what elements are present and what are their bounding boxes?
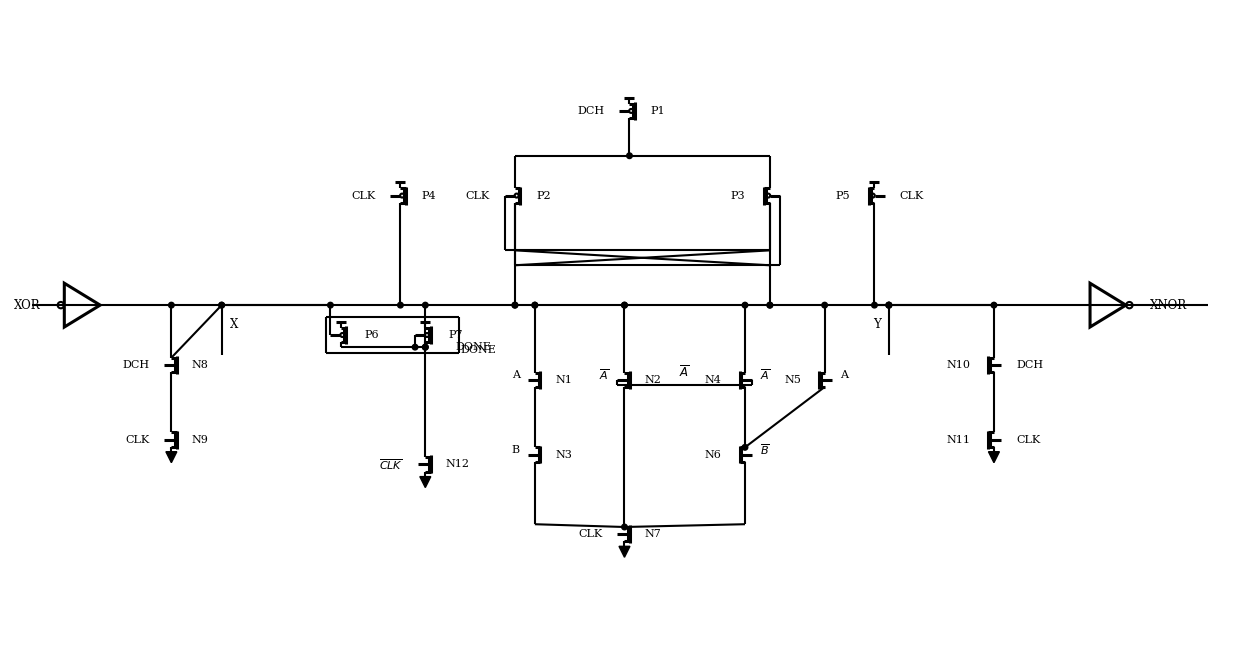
Text: A: A	[839, 370, 848, 380]
Text: CLK: CLK	[900, 190, 924, 200]
Circle shape	[887, 302, 892, 308]
Circle shape	[532, 302, 538, 308]
Circle shape	[423, 344, 428, 350]
Text: P6: P6	[365, 330, 378, 340]
Polygon shape	[619, 546, 630, 557]
Circle shape	[887, 302, 892, 308]
Polygon shape	[988, 452, 999, 463]
Circle shape	[822, 302, 827, 308]
Polygon shape	[166, 452, 177, 463]
Circle shape	[169, 302, 174, 308]
Text: DONE: DONE	[455, 342, 491, 352]
Text: $\overline{CLK}$: $\overline{CLK}$	[379, 457, 403, 472]
Text: $\overline{B}$: $\overline{B}$	[760, 442, 770, 457]
Circle shape	[532, 302, 538, 308]
Text: N6: N6	[704, 450, 722, 460]
Circle shape	[621, 524, 627, 530]
Text: N4: N4	[704, 375, 722, 385]
Text: X: X	[229, 318, 238, 330]
Text: DCH: DCH	[122, 360, 149, 370]
Circle shape	[327, 302, 334, 308]
Text: N9: N9	[192, 435, 208, 445]
Polygon shape	[420, 476, 430, 488]
Circle shape	[621, 302, 627, 308]
Text: Y: Y	[873, 318, 880, 330]
Text: N2: N2	[645, 375, 662, 385]
Text: N11: N11	[946, 435, 971, 445]
Text: N1: N1	[556, 375, 572, 385]
Text: N7: N7	[645, 529, 662, 539]
Text: CLK: CLK	[351, 190, 376, 200]
Text: P2: P2	[537, 190, 551, 200]
Text: XOR: XOR	[14, 299, 41, 312]
Text: P5: P5	[836, 190, 851, 200]
Text: $\overline{A}$: $\overline{A}$	[760, 368, 770, 382]
Circle shape	[219, 302, 224, 308]
Circle shape	[626, 153, 632, 159]
Circle shape	[412, 344, 418, 350]
Circle shape	[991, 302, 997, 308]
Circle shape	[887, 302, 892, 308]
Circle shape	[219, 302, 224, 308]
Circle shape	[423, 302, 428, 308]
Circle shape	[621, 302, 627, 308]
Text: $\overline{A}$: $\overline{A}$	[599, 368, 609, 382]
Text: A: A	[512, 370, 520, 380]
Text: B: B	[511, 444, 520, 454]
Text: DONE: DONE	[460, 345, 496, 355]
Text: P3: P3	[730, 190, 745, 200]
Circle shape	[743, 302, 748, 308]
Text: N3: N3	[556, 450, 572, 460]
Text: P7: P7	[449, 330, 464, 340]
Circle shape	[768, 302, 773, 308]
Circle shape	[872, 302, 877, 308]
Text: DCH: DCH	[1016, 360, 1043, 370]
Text: $\overline{A}$: $\overline{A}$	[680, 365, 691, 381]
Text: DCH: DCH	[577, 106, 604, 116]
Text: CLK: CLK	[1016, 435, 1040, 445]
Circle shape	[423, 344, 428, 350]
Text: CLK: CLK	[125, 435, 149, 445]
Circle shape	[512, 302, 518, 308]
Circle shape	[398, 302, 403, 308]
Text: N5: N5	[785, 375, 801, 385]
Text: N10: N10	[946, 360, 971, 370]
Text: N12: N12	[445, 460, 470, 470]
Circle shape	[512, 302, 518, 308]
Circle shape	[743, 444, 748, 450]
Circle shape	[768, 302, 773, 308]
Text: P1: P1	[651, 106, 666, 116]
Text: P4: P4	[422, 190, 436, 200]
Text: N8: N8	[192, 360, 208, 370]
Text: CLK: CLK	[465, 190, 490, 200]
Text: XNOR: XNOR	[1149, 299, 1187, 312]
Text: CLK: CLK	[578, 529, 603, 539]
